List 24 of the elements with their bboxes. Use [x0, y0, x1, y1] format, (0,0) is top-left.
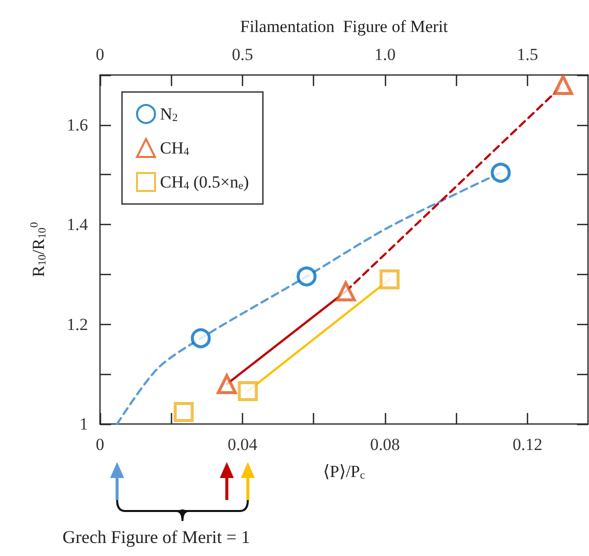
y-tick-label: 1 — [80, 414, 88, 434]
point — [190, 328, 211, 348]
x-tick-label: 0.12 — [512, 435, 542, 454]
point — [490, 162, 511, 183]
y-tick-label: 1.6 — [66, 115, 88, 134]
x2-tick-label: 1.0 — [374, 45, 396, 64]
point — [553, 74, 574, 95]
x-tick-label: 0 — [96, 435, 104, 454]
point — [238, 381, 258, 402]
x-tick-label: 0.04 — [228, 435, 258, 454]
x2-tick-label: 0 — [96, 45, 104, 64]
x2-axis-title: Filamentation Figure of Merit — [240, 17, 448, 36]
x-tick-label: 0.08 — [370, 435, 400, 454]
point — [380, 269, 400, 290]
x2-tick-label: 0.5 — [232, 45, 254, 64]
point — [174, 402, 194, 422]
point — [216, 374, 237, 394]
point — [296, 266, 317, 286]
y-tick-label: 1.2 — [66, 314, 88, 334]
y-axis-title: R10/R100 — [28, 222, 48, 277]
x2-tick-label: 1.5 — [516, 45, 538, 64]
text: Grech Figure of Merit = 1 — [62, 527, 250, 547]
point — [336, 281, 356, 302]
y-tick-label: 1.4 — [66, 215, 88, 234]
